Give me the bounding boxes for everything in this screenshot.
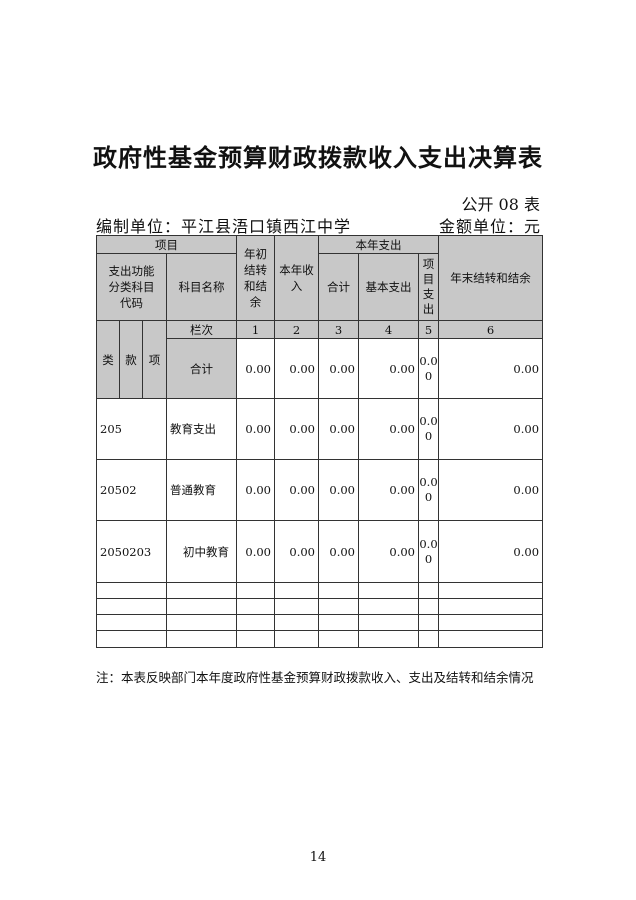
cell-value: 0.00 xyxy=(417,338,440,399)
header-basic: 基本支出 xyxy=(358,253,419,321)
cell-value: 0.00 xyxy=(274,459,319,521)
table-row: 205 教育支出 0.00 0.00 0.00 0.00 0.00 0.00 xyxy=(96,398,544,460)
budget-table: 项目 年初结转和结余 本年收入 本年支出 年末结转和结余 支出功能分类科目代码 … xyxy=(96,235,544,648)
subject-name: 初中教育 xyxy=(166,520,237,583)
col-number: 3 xyxy=(318,320,359,339)
cell-value: 0.00 xyxy=(358,398,419,460)
cell-value: 0.00 xyxy=(318,459,359,521)
footnote: 注：本表反映部门本年度政府性基金预算财政拨款收入、支出及结转和结余情况 xyxy=(96,670,534,685)
compiling-unit: 编制单位：平江县浯口镇西江中学 xyxy=(96,217,352,236)
cell-value: 0.00 xyxy=(438,338,544,399)
cell-value: 0.00 xyxy=(417,398,440,460)
money-unit: 金额单位：元 xyxy=(438,217,541,236)
header-project: 项目支出 xyxy=(417,253,440,321)
empty-row xyxy=(96,630,544,648)
table-row: 20502 普通教育 0.00 0.00 0.00 0.00 0.00 0.00 xyxy=(96,459,544,521)
func-code: 205 xyxy=(96,398,167,460)
cell-value: 0.00 xyxy=(358,338,419,399)
page-title: 政府性基金预算财政拨款收入支出决算表 xyxy=(93,143,543,172)
header-lei: 类 xyxy=(96,320,120,399)
empty-row xyxy=(96,582,544,599)
cell-value: 0.00 xyxy=(236,398,275,460)
page-number: 14 xyxy=(309,850,327,865)
cell-value: 0.00 xyxy=(438,459,544,521)
cell-value: 0.00 xyxy=(236,520,275,583)
table-row: 2050203 初中教育 0.00 0.00 0.00 0.00 0.00 0.… xyxy=(96,520,544,583)
func-code: 2050203 xyxy=(96,520,167,583)
empty-row xyxy=(96,598,544,615)
header-end-balance: 年末结转和结余 xyxy=(438,235,544,321)
col-number: 6 xyxy=(438,320,544,339)
header-item: 项目 xyxy=(96,235,237,254)
header-begin-balance: 年初结转和结余 xyxy=(236,235,275,321)
table-number: 公开 08 表 xyxy=(461,195,540,214)
col-number: 1 xyxy=(236,320,275,339)
col-number: 2 xyxy=(274,320,319,339)
cell-value: 0.00 xyxy=(236,459,275,521)
header-total: 合计 xyxy=(318,253,359,321)
subject-name: 普通教育 xyxy=(166,459,237,521)
col-number: 5 xyxy=(417,320,440,339)
header-func-code: 支出功能分类科目代码 xyxy=(96,253,167,321)
cell-value: 0.00 xyxy=(318,398,359,460)
cell-value: 0.00 xyxy=(236,338,275,399)
subject-name: 教育支出 xyxy=(166,398,237,460)
cell-value: 0.00 xyxy=(274,520,319,583)
cell-value: 0.00 xyxy=(417,459,440,521)
header-income: 本年收入 xyxy=(274,235,319,321)
cell-value: 0.00 xyxy=(438,520,544,583)
cell-value: 0.00 xyxy=(318,520,359,583)
cell-value: 0.00 xyxy=(318,338,359,399)
col-number: 4 xyxy=(358,320,419,339)
cell-value: 0.00 xyxy=(274,338,319,399)
header-expense: 本年支出 xyxy=(317,235,440,254)
cell-value: 0.00 xyxy=(358,520,419,583)
header-subject-name: 科目名称 xyxy=(166,253,237,321)
header-xiang: 项 xyxy=(142,320,167,399)
cell-value: 0.00 xyxy=(417,520,440,583)
cell-value: 0.00 xyxy=(438,398,544,460)
empty-row xyxy=(96,614,544,631)
func-code: 20502 xyxy=(96,459,167,521)
total-label: 合计 xyxy=(166,338,237,399)
cell-value: 0.00 xyxy=(274,398,319,460)
header-col-label: 栏次 xyxy=(166,320,237,339)
header-kuan: 款 xyxy=(119,320,143,399)
cell-value: 0.00 xyxy=(358,459,419,521)
